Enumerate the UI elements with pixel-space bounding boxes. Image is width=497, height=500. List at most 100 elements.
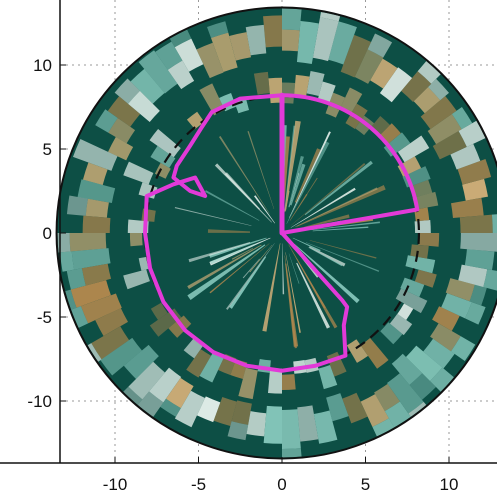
field-band-segment	[367, 33, 393, 58]
field-band-segment	[263, 15, 282, 48]
field-band-segment	[188, 242, 251, 263]
reference-circle	[143, 94, 421, 372]
field-band-segment	[130, 68, 165, 104]
field-band-segment	[249, 244, 273, 273]
field-band-segment	[306, 70, 325, 97]
field-band-segment	[308, 246, 346, 267]
field-band-segment	[326, 351, 347, 377]
field-band-segment	[80, 293, 122, 324]
field-band-segment	[123, 344, 159, 379]
field-band-segment	[459, 214, 493, 233]
field-band-segment	[210, 243, 256, 265]
field-band-segment	[60, 251, 75, 272]
field-band-segment	[311, 221, 380, 231]
field-band-segment	[289, 193, 308, 221]
y-tick-label: 10	[33, 56, 52, 75]
field-band-segment	[128, 361, 165, 400]
boundary-curve	[143, 93, 420, 373]
field-band-segment	[149, 129, 181, 158]
field-band-segment	[308, 247, 343, 267]
field-band-segment	[282, 374, 296, 391]
field-band-segment	[313, 410, 338, 444]
field-band-segment	[282, 409, 301, 449]
field-band-segment	[340, 87, 363, 114]
field-band-segment	[389, 313, 413, 336]
field-band-segment	[247, 130, 275, 210]
field-band-segment	[167, 60, 195, 90]
field-band-segment	[155, 41, 183, 70]
field-band-segment	[199, 352, 224, 383]
field-band-segment	[82, 162, 108, 185]
field-band-segment	[128, 90, 160, 122]
field-band-segment	[328, 21, 357, 65]
field-band-segment	[317, 81, 336, 105]
field-band-segment	[95, 308, 129, 337]
field-band-segment	[187, 244, 262, 290]
field-band-segment	[294, 74, 310, 97]
field-band-segment	[66, 268, 86, 290]
field-band-segment	[296, 258, 326, 309]
x-tick-label: -5	[191, 475, 206, 494]
field-band-segment	[123, 269, 150, 290]
field-band-segment	[420, 96, 457, 130]
polar-disc	[56, 7, 497, 459]
field-band-segment	[186, 349, 212, 378]
field-band-segment	[346, 339, 369, 363]
field-band-segment	[169, 28, 192, 48]
field-band-segment	[150, 145, 176, 168]
field-band-segment	[207, 229, 251, 233]
field-band-segment	[282, 448, 302, 458]
field-band-segment	[413, 86, 441, 114]
field-band-segment	[285, 252, 301, 333]
y-tick-label: -5	[37, 308, 52, 327]
field-band-segment	[451, 107, 473, 130]
field-band-segment	[296, 21, 319, 65]
boundary-spoke	[280, 231, 345, 303]
field-band-segment	[397, 135, 430, 163]
field-band-segment	[72, 138, 118, 171]
field-band-segment	[460, 233, 497, 253]
field-band-segment	[218, 136, 270, 214]
field-band-segment	[405, 345, 443, 381]
field-band-segment	[285, 190, 290, 211]
field-band-segment	[309, 240, 377, 259]
field-band-segment	[186, 111, 205, 130]
field-band-segment	[289, 131, 331, 218]
field-band-segment	[229, 256, 267, 309]
field-band-segment	[371, 115, 391, 135]
field-band-segment	[245, 24, 267, 56]
field-band-segment	[282, 82, 296, 104]
field-band-segment	[292, 237, 321, 252]
field-band-segment	[296, 262, 331, 329]
field-band-segment	[294, 243, 360, 304]
field-band-segment	[340, 34, 372, 78]
field-band-segment	[418, 233, 440, 247]
field-band-segment	[282, 29, 300, 52]
field-band-segment	[285, 263, 299, 347]
field-band-segment	[254, 195, 276, 224]
field-band-segment	[305, 242, 380, 272]
field-band-segment	[441, 293, 472, 319]
field-band-segment	[354, 49, 384, 84]
field-band-segment	[457, 158, 492, 185]
field-band-segment	[81, 263, 112, 286]
x-tick-label: 5	[361, 475, 370, 494]
field-band-segment	[450, 336, 476, 362]
field-band-segment	[209, 243, 270, 294]
field-band-segment	[242, 258, 260, 279]
x-tick-label: 0	[277, 475, 286, 494]
field-band-segment	[196, 42, 224, 79]
field-band-segment	[397, 303, 414, 320]
field-band-segment	[246, 411, 267, 437]
field-band-segment	[288, 155, 304, 208]
field-band-segment	[174, 38, 204, 72]
boundary-spoke	[280, 207, 420, 235]
field-band-segment	[412, 179, 433, 198]
field-band-segment	[71, 248, 111, 270]
field-band-segment	[391, 353, 423, 385]
field-bands	[57, 8, 497, 458]
field-band-segment	[462, 178, 489, 201]
field-band-segment	[430, 323, 461, 352]
field-band-segment	[91, 326, 130, 360]
